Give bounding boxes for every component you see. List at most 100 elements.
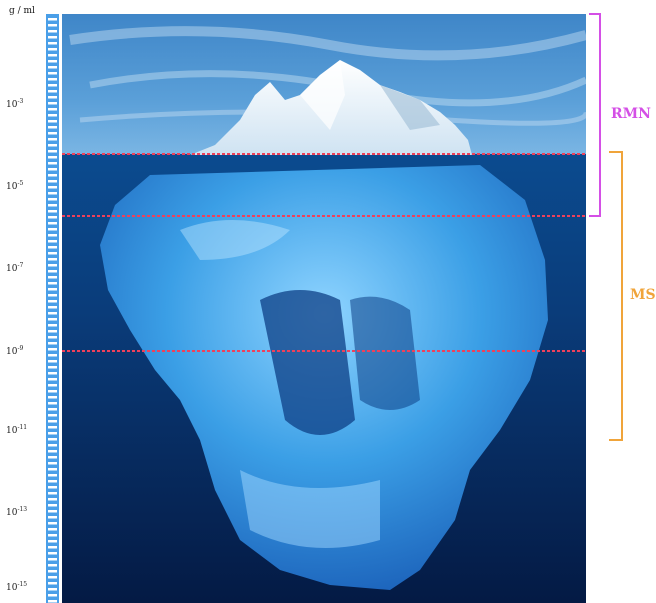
- ruler-tick-mark: [48, 366, 57, 369]
- ruler-tick-mark: [48, 66, 57, 69]
- ruler-tick-mark: [48, 144, 57, 147]
- ruler-tick-mark: [48, 462, 57, 465]
- ruler-tick-mark: [48, 234, 57, 237]
- ruler-tick-mark: [48, 300, 57, 303]
- ruler-tick-mark: [48, 510, 57, 513]
- ruler-tick-mark: [48, 246, 57, 249]
- ruler-tick-mark: [48, 372, 57, 375]
- ruler-tick-mark: [48, 582, 57, 585]
- ruler-tick-mark: [48, 114, 57, 117]
- ruler-tick-mark: [48, 456, 57, 459]
- ruler-tick-mark: [48, 276, 57, 279]
- ruler-tick-mark: [48, 216, 57, 219]
- ruler-tick-mark: [48, 420, 57, 423]
- ruler-tick-mark: [48, 228, 57, 231]
- ruler-tick-mark: [48, 540, 57, 543]
- ruler-tick-mark: [48, 492, 57, 495]
- ruler-tick-mark: [48, 138, 57, 141]
- ruler-tick-mark: [48, 192, 57, 195]
- ruler-tick-mark: [48, 552, 57, 555]
- ruler-tick-mark: [48, 474, 57, 477]
- ruler-tick-mark: [48, 306, 57, 309]
- ruler-tick-mark: [48, 504, 57, 507]
- ruler-tick-mark: [48, 222, 57, 225]
- ruler-tick-mark: [48, 42, 57, 45]
- ruler-tick-mark: [48, 180, 57, 183]
- ruler-tick-mark: [48, 294, 57, 297]
- ruler-tick-mark: [48, 24, 57, 27]
- ruler-tick-mark: [48, 36, 57, 39]
- ruler-tick-mark: [48, 240, 57, 243]
- ruler-tick-mark: [48, 198, 57, 201]
- ruler-tick-mark: [48, 414, 57, 417]
- ruler-tick-mark: [48, 336, 57, 339]
- ruler-tick-mark: [48, 564, 57, 567]
- rmn-bracket: [589, 13, 601, 217]
- ruler-tick-mark: [48, 384, 57, 387]
- axis-tick: 10-15: [6, 581, 28, 593]
- ruler-tick-mark: [48, 162, 57, 165]
- ruler-tick-mark: [48, 354, 57, 357]
- ruler-tick-mark: [48, 48, 57, 51]
- ruler-tick-mark: [48, 378, 57, 381]
- ruler-tick-mark: [48, 444, 57, 447]
- ruler-tick-mark: [48, 516, 57, 519]
- ruler-tick-mark: [48, 390, 57, 393]
- ruler-tick-mark: [48, 546, 57, 549]
- ruler-tick-mark: [48, 102, 57, 105]
- ruler-tick-mark: [48, 120, 57, 123]
- ruler-tick-mark: [48, 30, 57, 33]
- iceberg-photo: [62, 14, 586, 603]
- ruler-tick-mark: [48, 534, 57, 537]
- ruler-tick-mark: [48, 108, 57, 111]
- ruler-tick-mark: [48, 330, 57, 333]
- ruler-tick-mark: [48, 174, 57, 177]
- axis-tick: 10-5: [6, 180, 24, 192]
- axis-tick: 10-3: [6, 98, 24, 110]
- axis-tick: 10-11: [6, 424, 28, 436]
- ruler-tick-mark: [48, 132, 57, 135]
- ruler-tick-mark: [48, 258, 57, 261]
- ruler-tick-mark: [48, 126, 57, 129]
- ruler-tick-mark: [48, 402, 57, 405]
- ruler-tick-mark: [48, 270, 57, 273]
- ruler-tick-mark: [48, 312, 57, 315]
- ruler-tick-mark: [48, 168, 57, 171]
- axis-tick: 10-13: [6, 506, 28, 518]
- ruler-tick-mark: [48, 522, 57, 525]
- ruler-tick-mark: [48, 486, 57, 489]
- ruler-tick-mark: [48, 156, 57, 159]
- ruler-tick-mark: [48, 438, 57, 441]
- ruler-tick-mark: [48, 204, 57, 207]
- ruler-tick-mark: [48, 570, 57, 573]
- rmn-label: RMN: [611, 106, 651, 122]
- ruler-tick-mark: [48, 600, 57, 603]
- ruler-tick-mark: [48, 480, 57, 483]
- ruler-tick-mark: [48, 282, 57, 285]
- ruler-tick-mark: [48, 324, 57, 327]
- ruler-tick-mark: [48, 54, 57, 57]
- ruler-tick-mark: [48, 18, 57, 21]
- ruler-tick-mark: [48, 594, 57, 597]
- ruler-tick-mark: [48, 450, 57, 453]
- axis-unit-label: g / ml: [9, 6, 35, 16]
- ruler-tick-mark: [48, 576, 57, 579]
- ruler-tick-mark: [48, 408, 57, 411]
- ruler-tick-mark: [48, 84, 57, 87]
- ruler-tick-mark: [48, 498, 57, 501]
- ruler-tick-mark: [48, 78, 57, 81]
- ruler-tick-mark: [48, 468, 57, 471]
- ruler-tick-mark: [48, 90, 57, 93]
- ruler-tick-mark: [48, 96, 57, 99]
- ms-bracket: [609, 151, 623, 441]
- ruler-tick-mark: [48, 72, 57, 75]
- ruler-tick-mark: [48, 210, 57, 213]
- ruler-tick-mark: [48, 150, 57, 153]
- ruler-tick-mark: [48, 588, 57, 591]
- ruler-tick-mark: [48, 342, 57, 345]
- ruler-tick-mark: [48, 186, 57, 189]
- ruler-tick-mark: [48, 426, 57, 429]
- ruler-tick-mark: [48, 60, 57, 63]
- axis-tick: 10-7: [6, 262, 24, 274]
